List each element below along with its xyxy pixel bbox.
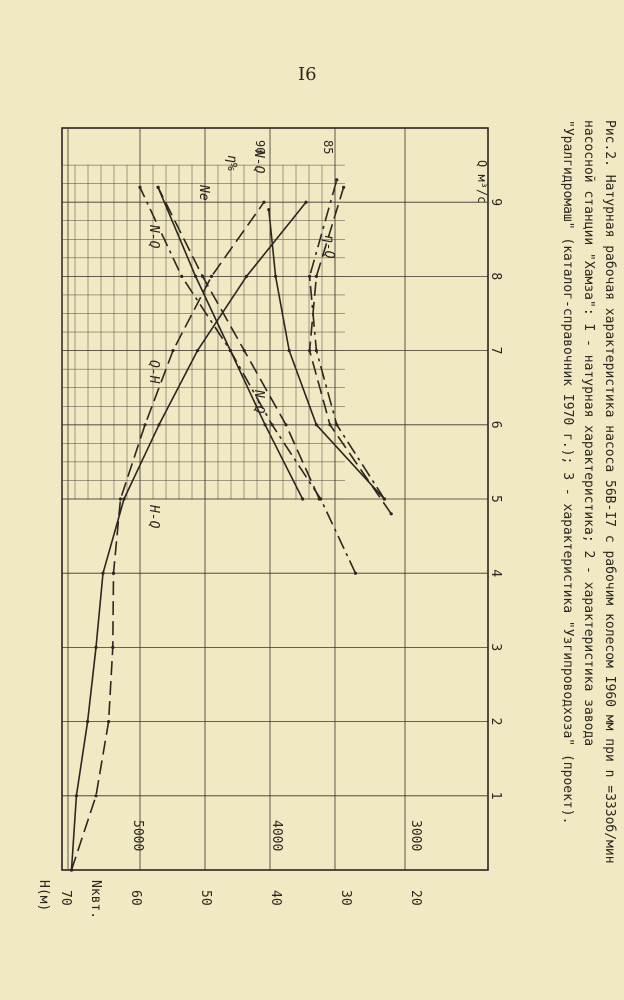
data-point-eta-3 (382, 497, 386, 501)
x-tick-label: 2 (488, 718, 503, 726)
n-tick-label: 5000 (130, 820, 145, 851)
eta-tick-label: 85 (321, 140, 335, 154)
curve-label: η-Q (321, 235, 336, 259)
data-point-NQ-3 (270, 423, 274, 427)
caption-line-2: насосной станции "Хамза": I - натурная х… (581, 120, 596, 747)
data-point-HQ-2 (209, 274, 214, 278)
curve-label: Ne (196, 184, 211, 201)
data-point-eta-1 (314, 423, 318, 427)
x-axis-label: Q м³/с (475, 160, 489, 203)
data-point-NQ-3 (180, 274, 184, 278)
data-point-HQ-2 (118, 497, 123, 501)
data-point-eta-1 (287, 349, 291, 353)
series-line-HQ-1 (70, 201, 307, 871)
n-axis-label: Nквт. (88, 880, 103, 919)
data-point-eta-1 (267, 208, 271, 212)
eta-tick-label: 90 (253, 140, 267, 154)
data-point-eta-2 (308, 349, 312, 353)
data-point-NQ-1 (194, 274, 198, 278)
data-point-eta-3 (308, 274, 312, 278)
data-point-NQ-3 (353, 571, 358, 575)
data-point-NQ-3 (228, 349, 232, 353)
curve-label: N-Q (251, 389, 266, 414)
data-point-HQ-1 (101, 571, 105, 575)
caption-line-1: Рис.2. Натурная рабочая характеристика н… (602, 120, 617, 864)
data-point-HQ-1 (86, 720, 90, 724)
data-point-HQ-2 (143, 423, 147, 427)
h-tick-label: 70 (58, 890, 73, 906)
x-tick-label: 1 (488, 792, 503, 800)
n-tick-label: 4000 (269, 820, 284, 851)
data-point-NQ-2 (242, 349, 246, 353)
figure-caption: Рис.2. Натурная рабочая характеристика н… (520, 120, 620, 864)
data-point-HQ-2 (69, 868, 74, 872)
x-tick-label: 5 (488, 495, 503, 503)
data-point-NQ-2 (156, 185, 160, 189)
data-point-NQ-1 (301, 497, 305, 501)
h-tick-label: 30 (338, 890, 353, 906)
data-point-eta-3 (335, 178, 339, 182)
h-tick-label: 50 (198, 890, 213, 906)
series-line-eta-3 (308, 179, 386, 500)
data-point-HQ-2 (262, 200, 266, 204)
h-tick-label: 40 (268, 890, 283, 906)
data-point-HQ-1 (157, 423, 161, 427)
data-point-eta-3 (314, 349, 318, 353)
data-point-NQ-1 (263, 423, 267, 427)
data-point-HQ-1 (74, 794, 78, 798)
data-point-HQ-1 (195, 349, 200, 353)
data-point-NQ-3 (138, 185, 142, 189)
data-point-eta-1 (274, 274, 278, 278)
data-point-eta-2 (389, 512, 393, 516)
data-point-HQ-1 (244, 274, 249, 278)
data-point-NQ-2 (284, 423, 288, 427)
data-point-HQ-2 (111, 645, 115, 650)
data-point-eta-2 (342, 185, 346, 189)
data-point-eta-2 (314, 274, 318, 278)
curve-label: Q-H (146, 360, 161, 384)
h-axis-label: H(м) (36, 880, 51, 911)
x-tick-label: 9 (488, 198, 503, 206)
x-tick-label: 7 (488, 347, 503, 355)
page-number: I6 (298, 64, 317, 85)
data-point-NQ-3 (319, 497, 323, 501)
data-point-HQ-1 (122, 497, 126, 501)
curve-label: N-Q (251, 149, 266, 174)
h-tick-label: 20 (408, 890, 423, 906)
series-line-NQ-3 (139, 187, 357, 574)
n-tick-label: 3000 (408, 820, 423, 851)
curve-label: η% (224, 155, 239, 171)
data-point-HQ-1 (304, 200, 308, 204)
curve-label: H-Q (146, 504, 161, 529)
data-point-HQ-1 (94, 645, 98, 650)
series-line-HQ-2 (70, 201, 265, 871)
x-tick-label: 8 (488, 272, 503, 280)
curve-label: N-Q (146, 224, 161, 249)
data-point-eta-2 (328, 423, 332, 427)
data-point-HQ-2 (171, 349, 175, 353)
data-point-eta-3 (335, 423, 339, 427)
h-tick-label: 60 (128, 890, 143, 906)
caption-line-3: "Уралгидромаш" (каталог-справочник I970 … (560, 120, 575, 825)
x-tick-label: 6 (488, 421, 503, 429)
data-point-HQ-2 (111, 571, 116, 575)
data-point-NQ-2 (201, 274, 205, 278)
data-point-HQ-2 (107, 720, 111, 724)
series-line-NQ-2 (157, 187, 321, 500)
x-tick-label: 4 (488, 569, 503, 577)
x-tick-label: 3 (488, 643, 503, 651)
data-point-HQ-2 (94, 794, 98, 798)
